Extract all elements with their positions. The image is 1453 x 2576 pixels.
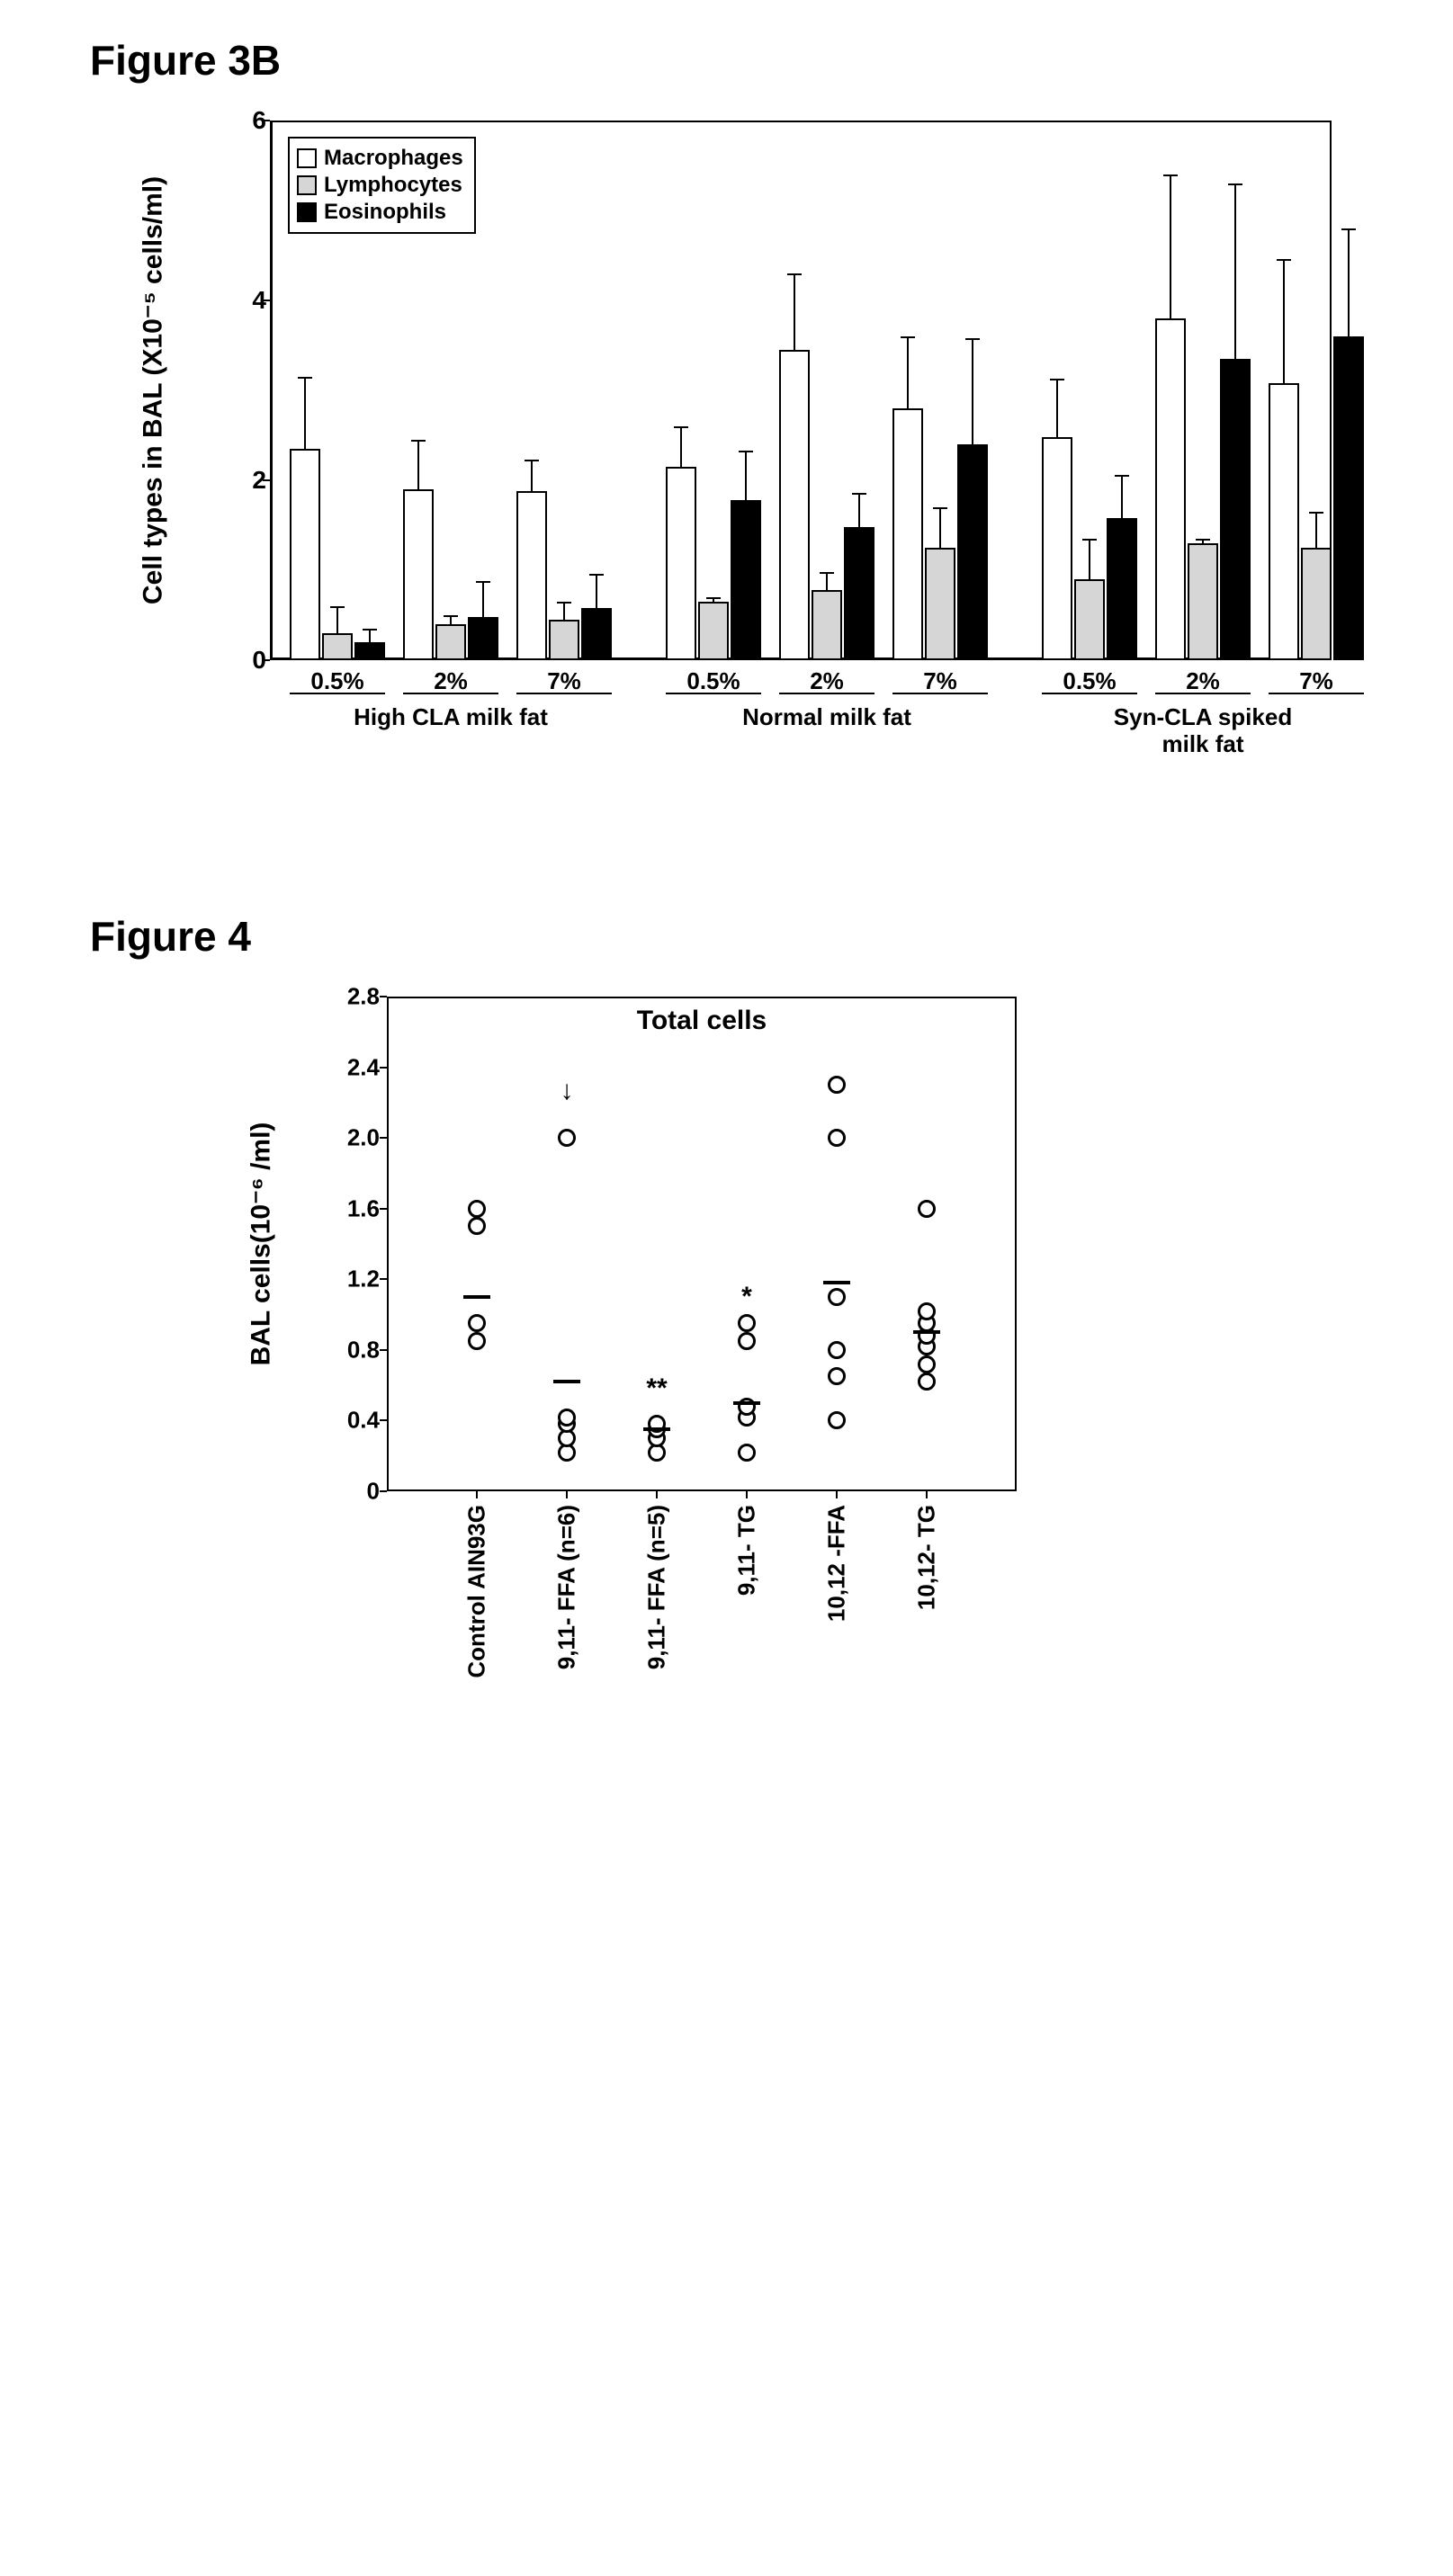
chart3b-sublabel: 7% (1299, 667, 1333, 695)
bar (1042, 437, 1072, 660)
bar (1107, 518, 1137, 660)
legend-item: Macrophages (297, 146, 463, 171)
bar (403, 489, 434, 660)
scatter-point (738, 1332, 756, 1350)
bar (731, 500, 761, 660)
chart3b-sublabel: 0.5% (1063, 667, 1116, 695)
bar (666, 467, 696, 660)
chart4-ytick: 2.8 (333, 983, 380, 1011)
chart4-ytick: 1.2 (333, 1266, 380, 1293)
significance-marker: * (741, 1282, 752, 1312)
mean-marker (463, 1295, 490, 1299)
bar (1269, 383, 1299, 660)
scatter-point (468, 1200, 486, 1218)
scatter-point (558, 1129, 576, 1147)
mean-marker (643, 1427, 670, 1431)
chart3b-ytick: 0 (234, 646, 266, 675)
chart3b-ylabel: Cell types in BAL (X10⁻⁵ cells/ml) (138, 176, 169, 604)
scatter-point (918, 1373, 936, 1391)
chart4-ytick: 1.6 (333, 1194, 380, 1222)
bar (1155, 318, 1186, 660)
bar (1188, 543, 1218, 660)
scatter-point (828, 1411, 846, 1429)
bar (1074, 579, 1105, 660)
bar (549, 620, 579, 660)
mean-marker (733, 1401, 760, 1405)
chart4-points: ↓*** (387, 997, 1017, 1491)
bar (925, 548, 955, 660)
bar (516, 491, 547, 660)
chart3b-sublabel: 0.5% (686, 667, 740, 695)
arrow-icon: ↓ (561, 1076, 574, 1106)
mean-marker (913, 1330, 940, 1334)
scatter-point (828, 1076, 846, 1094)
chart4-xlabel: 9,11- FFA (n=5) (643, 1505, 671, 1669)
bar (892, 408, 923, 660)
scatter-point (468, 1217, 486, 1235)
chart3b-grouplabel: Normal milk fat (742, 703, 911, 731)
scatter-point (918, 1302, 936, 1320)
bar (435, 624, 466, 660)
bar (812, 590, 842, 660)
bar (468, 617, 498, 660)
chart4-ytick: 2.4 (333, 1053, 380, 1081)
legend-item: Eosinophils (297, 200, 463, 225)
bar (1333, 336, 1364, 660)
chart3b-grouplabel: Syn-CLA spiked (1114, 703, 1292, 731)
chart3b-ytick: 2 (234, 466, 266, 495)
chart4-xlabel: 10,12 -FFA (823, 1505, 851, 1622)
significance-marker: ** (646, 1373, 667, 1404)
chart3b-grouplabel-line2: milk fat (1162, 730, 1243, 758)
chart3b-sublabel: 2% (810, 667, 844, 695)
scatter-point (738, 1444, 756, 1462)
scatter-point (558, 1409, 576, 1427)
scatter-point (918, 1200, 936, 1218)
chart3b-sublabel: 2% (1186, 667, 1220, 695)
scatter-point (828, 1341, 846, 1359)
scatter-point (468, 1314, 486, 1332)
chart4-ytick: 0 (333, 1478, 380, 1506)
bar (1220, 359, 1251, 660)
chart4-xlabel: 10,12- TG (913, 1505, 941, 1610)
bar (1301, 548, 1332, 660)
scatter-point (828, 1288, 846, 1306)
chart3b-grouplabel: High CLA milk fat (354, 703, 548, 731)
scatter-point (468, 1332, 486, 1350)
bar (779, 350, 810, 660)
scatter-point (828, 1129, 846, 1147)
chart-3b: Cell types in BAL (X10⁻⁵ cells/ml) Macro… (180, 121, 1404, 768)
mean-marker (553, 1380, 580, 1383)
chart4-ylabel: BAL cells(10⁻⁶ /ml) (246, 1123, 277, 1366)
bar (957, 444, 988, 660)
legend-item: Lymphocytes (297, 173, 463, 198)
scatter-point (918, 1355, 936, 1373)
chart4-xlabel: 9,11- FFA (n=6) (553, 1505, 581, 1669)
chart4-ytick: 0.8 (333, 1336, 380, 1364)
chart4-ytick: 2.0 (333, 1124, 380, 1152)
chart3b-sublabel: 7% (923, 667, 957, 695)
bar (698, 602, 729, 660)
bar (322, 633, 353, 660)
figure3b-title: Figure 3B (90, 36, 1417, 85)
chart3b-ytick: 6 (234, 106, 266, 135)
bar (354, 642, 385, 660)
chart3b-sublabel: 2% (434, 667, 468, 695)
bar (581, 608, 612, 660)
figure4-title: Figure 4 (90, 912, 1417, 961)
chart4-xlabel: 9,11- TG (733, 1505, 761, 1596)
chart-4: BAL cells(10⁻⁶ /ml) Total cells ↓*** 00.… (270, 997, 1080, 1806)
bar (844, 527, 874, 660)
chart4-xlabel: Control AIN93G (463, 1505, 491, 1678)
chart3b-sublabel: 7% (547, 667, 581, 695)
chart4-ytick: 0.4 (333, 1407, 380, 1435)
chart3b-sublabel: 0.5% (310, 667, 363, 695)
chart3b-ytick: 4 (234, 286, 266, 315)
scatter-point (828, 1367, 846, 1385)
chart3b-legend: MacrophagesLymphocytesEosinophils (288, 137, 476, 234)
scatter-point (738, 1314, 756, 1332)
bar (290, 449, 320, 660)
mean-marker (823, 1281, 850, 1284)
scatter-point (738, 1398, 756, 1416)
